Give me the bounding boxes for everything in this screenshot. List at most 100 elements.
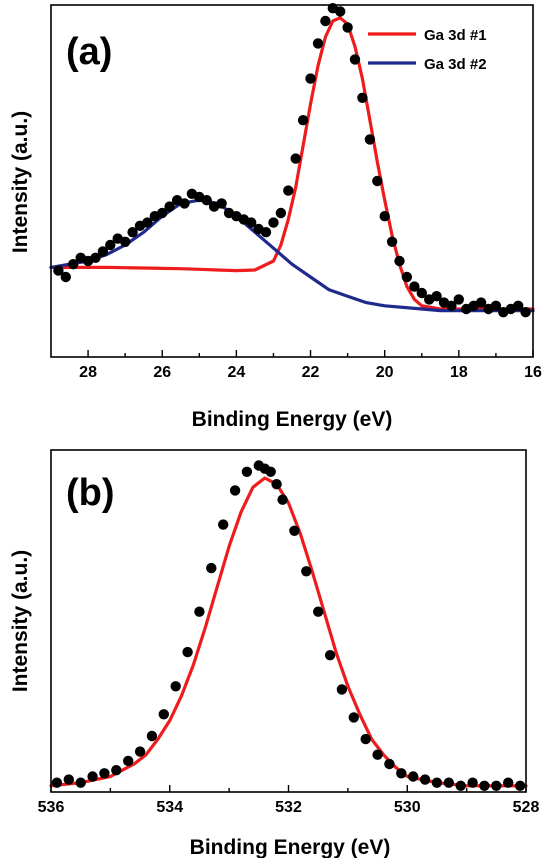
data-point (384, 758, 395, 770)
x-axis-label-a: Binding Energy (eV) (192, 408, 393, 431)
data-point (268, 217, 279, 228)
data-point (335, 6, 346, 17)
legend-a: Ga 3d #1 Ga 3d #2 (368, 27, 487, 73)
data-point (182, 646, 193, 658)
legend-label-ga3d-2: Ga 3d #2 (424, 56, 487, 73)
data-point (396, 768, 407, 779)
data-point (490, 300, 502, 311)
data-point (283, 185, 294, 196)
data-point (75, 777, 86, 788)
chart-b-svg: 536 534 532 530 528 (b) Binding Energy (eV) … (9, 449, 540, 858)
data-point (408, 771, 419, 782)
data-point (336, 684, 348, 695)
data-point (271, 479, 282, 490)
data-point (301, 566, 312, 577)
panel-label-b: (b) (66, 472, 115, 514)
x-tick-label-532: 532 (275, 799, 302, 816)
data-point (206, 562, 217, 574)
data-point (401, 271, 413, 283)
data-point (216, 198, 227, 209)
data-point (60, 271, 71, 283)
plot-frame-a (50, 4, 534, 358)
data-point (479, 780, 490, 791)
data-point (349, 54, 361, 65)
data-point (146, 730, 158, 742)
data-point (431, 291, 442, 302)
data-point (289, 525, 300, 536)
data-point (201, 195, 212, 206)
data-point (275, 207, 287, 219)
data-point (431, 777, 443, 788)
data-point (364, 134, 376, 145)
data-point (379, 211, 390, 222)
data-point (372, 749, 383, 760)
data-point (68, 259, 79, 270)
fit-line-ga-3d-2 (49, 198, 535, 313)
data-point (514, 780, 526, 791)
data-point (179, 198, 190, 209)
data-point (386, 236, 398, 247)
data-point (87, 771, 98, 782)
data-point (105, 239, 116, 251)
x-tick-label-28: 28 (79, 364, 97, 381)
data-point (265, 466, 276, 477)
data-point (290, 153, 301, 164)
data-point (158, 709, 169, 720)
data-point (127, 227, 138, 238)
chart-panel-a: 28 26 24 22 20 18 16 (a) Ga 3d #1 Ga 3d #2 Bin… (9, 3, 542, 431)
data-point (99, 768, 110, 779)
data-point (320, 15, 331, 27)
data-point (123, 755, 134, 767)
data-point (218, 519, 229, 530)
data-point (513, 300, 524, 311)
chart-a-svg: 28 26 24 22 20 18 16 (a) Ga 3d #1 Ga 3d #2 Bin… (9, 3, 542, 431)
panel-label-a: (a) (66, 31, 112, 73)
data-point (360, 733, 371, 745)
x-tick-label-24: 24 (227, 364, 245, 381)
x-tick-label-536: 536 (38, 799, 65, 816)
data-point (475, 297, 487, 308)
data-point (157, 207, 168, 219)
data-point (312, 38, 324, 49)
data-point (170, 681, 181, 692)
chart-panel-b: 536 534 532 530 528 (b) Binding Energy (eV) … (0, 430, 547, 858)
data-point (455, 780, 466, 791)
data-point (503, 777, 514, 788)
data-point (394, 255, 405, 267)
fit-line-ga-3d-1 (49, 16, 535, 311)
data-point (164, 201, 175, 212)
data-point (194, 606, 205, 617)
x-tick-label-20: 20 (376, 364, 394, 381)
data-point (241, 466, 253, 477)
x-tick-label-528: 528 (513, 799, 540, 816)
y-axis-label-b: Intensity (a.u.) (9, 550, 32, 692)
data-point (63, 774, 74, 785)
data-point (260, 227, 272, 238)
data-point (111, 765, 122, 776)
data-point (246, 217, 257, 228)
x-tick-label-22: 22 (302, 364, 320, 381)
data-point (53, 265, 64, 276)
plot-frame-b (50, 449, 527, 793)
x-axis-label-b: Binding Energy (eV) (190, 836, 391, 858)
data-point (134, 746, 146, 757)
data-point (305, 73, 316, 84)
data-point (453, 294, 464, 305)
data-point (51, 777, 63, 788)
x-tick-label-26: 26 (153, 364, 171, 381)
data-point (229, 485, 241, 496)
data-point (467, 777, 478, 788)
y-axis-label-a: Intensity (a.u.) (9, 111, 32, 253)
data-point (357, 92, 368, 104)
data-point (520, 307, 531, 318)
data-point (120, 236, 131, 247)
fit-line-fit (49, 476, 528, 788)
data-point (277, 494, 288, 505)
data-point (416, 287, 427, 299)
data-point (313, 606, 324, 617)
data-point (348, 712, 359, 723)
data-point (90, 252, 101, 263)
x-tick-label-530: 530 (394, 799, 421, 816)
x-tick-label-18: 18 (450, 364, 468, 381)
data-point (342, 22, 353, 33)
